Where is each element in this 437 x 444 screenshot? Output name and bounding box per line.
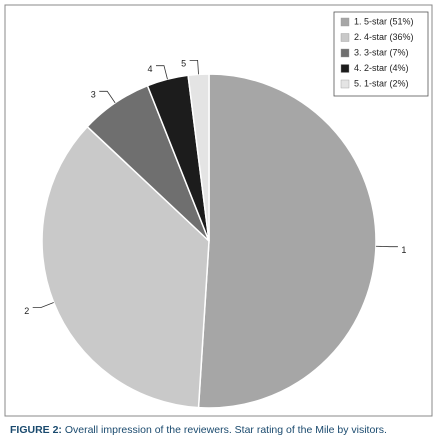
leader-line (99, 90, 116, 104)
legend-swatch (340, 33, 350, 42)
leader-line (189, 59, 199, 75)
chart-frame (4, 4, 433, 417)
slice-label: 1 (401, 245, 406, 255)
leader-line (155, 65, 168, 80)
pie-slice (197, 73, 377, 409)
slice-label: 3 (91, 90, 96, 100)
slice-label: 5 (181, 59, 186, 69)
legend-swatch (340, 79, 350, 89)
legend-box (333, 11, 429, 97)
legend-label: 5. 1-star (2%) (354, 78, 409, 88)
legend-label: 3. 3-star (7%) (354, 47, 409, 57)
legend-swatch (340, 48, 350, 58)
slice-label: 4 (147, 64, 152, 74)
legend-swatch (340, 17, 350, 27)
legend-label: 2. 4-star (36%) (354, 32, 414, 42)
caption: FIGURE 2: Overall impression of the revi… (10, 424, 387, 436)
legend-swatch (340, 64, 350, 73)
leader-line (32, 302, 54, 309)
legend-label: 4. 2-star (4%) (354, 63, 409, 73)
pie-slice (41, 125, 210, 409)
caption-prefix: FIGURE 2: (10, 424, 62, 436)
caption-text: Overall impression of the reviewers. Sta… (65, 424, 387, 436)
legend-label: 1. 5-star (51%) (354, 16, 414, 26)
slice-label: 2 (24, 306, 29, 316)
